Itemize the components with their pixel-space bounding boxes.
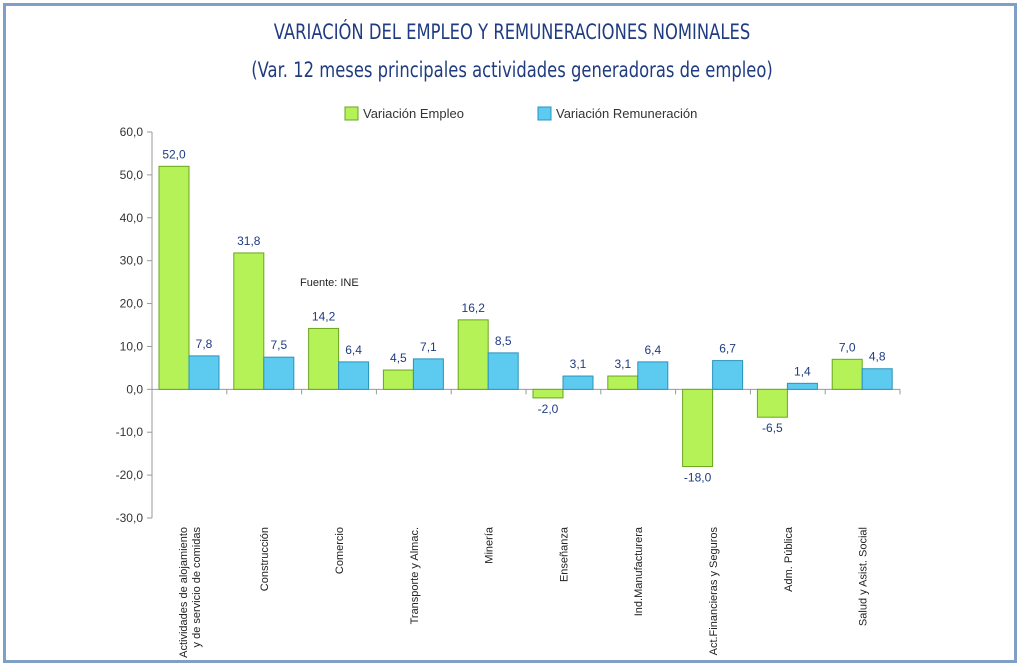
y-tick-label: -10,0: [116, 425, 144, 439]
bar-empleo: [457, 319, 489, 390]
y-axis: 60,0 50,0 40,0 30,0 20,0 10,0 0,0 -10,0 -20,0 -30…: [116, 125, 900, 525]
x-category-label-line: Actividades de alojamiento: [178, 527, 190, 658]
x-category-label: Actividades de alojamiento y de servicio …: [178, 527, 203, 658]
legend-label: Variación Remuneración: [556, 106, 697, 121]
bar-empleo: [382, 369, 414, 390]
data-label: 7,0: [839, 340, 856, 354]
data-label: 16,2: [462, 301, 486, 315]
bar-empleo: [607, 375, 639, 390]
x-category-label-line: Comercio: [334, 527, 346, 574]
data-label: 1,4: [794, 364, 811, 378]
data-label: 52,0: [162, 147, 186, 161]
bar-remuneracion: [637, 361, 669, 390]
bar-remuneracion: [263, 356, 295, 390]
x-category-label: Act.Financieras y Seguros: [708, 527, 720, 656]
bar-empleo: [233, 252, 265, 390]
bar-empleo: [831, 358, 863, 390]
data-label: 8,5: [495, 334, 512, 348]
data-label: 6,4: [644, 343, 661, 357]
x-category-label-line: Adm. Pública: [783, 526, 795, 592]
x-category-label: Ind.Manufacturera: [633, 526, 645, 616]
y-tick-label: 50,0: [120, 168, 144, 182]
x-category-label: Transporte y Almac.: [409, 527, 421, 624]
bars: 52,0 7,8 31,8 7,5 14,2 6,4 4,5 7,1 16,2 8,5 -2,0 3,…: [158, 147, 901, 485]
chart-subtitle: (Var. 12 meses principales actividades g…: [251, 58, 773, 82]
data-label: 31,8: [237, 234, 261, 248]
y-tick-label: 10,0: [120, 339, 144, 353]
x-category-label: Construcción: [259, 527, 271, 591]
chart-title: VARIACIÓN DEL EMPLEO Y REMUNERACIONES NO…: [273, 20, 751, 44]
bar-remuneracion: [487, 352, 519, 390]
bar-empleo: [756, 388, 788, 418]
y-tick-label: 30,0: [120, 254, 144, 268]
data-label: -6,5: [762, 421, 783, 435]
legend-swatch: [537, 106, 552, 121]
data-label: 6,4: [345, 343, 362, 357]
data-label: 7,5: [270, 338, 287, 352]
x-category-label: Comercio: [334, 527, 346, 574]
x-category-label: Adm. Pública: [783, 526, 795, 592]
data-label: 7,8: [196, 337, 213, 351]
bar-remuneracion: [861, 368, 893, 390]
y-tick-label: 0,0: [126, 382, 143, 396]
x-category-label-line: y de servicio de comidas: [191, 527, 203, 648]
y-tick-label: 60,0: [120, 125, 144, 139]
bar-remuneracion: [412, 358, 444, 390]
data-label: 3,1: [614, 357, 631, 371]
legend-label: Variación Empleo: [363, 106, 464, 121]
data-label: 6,7: [719, 342, 736, 356]
bar-empleo: [308, 327, 340, 390]
legend: Variación Empleo Variación Remuneración: [344, 106, 697, 121]
x-axis: Actividades de alojamiento y de servicio …: [178, 526, 870, 658]
x-category-label-line: Transporte y Almac.: [409, 527, 421, 624]
bar-remuneracion: [786, 382, 818, 390]
bar-empleo: [682, 388, 714, 468]
y-tick-label: -30,0: [116, 511, 144, 525]
bar-empleo: [532, 388, 564, 399]
x-category-label-line: Ind.Manufacturera: [633, 526, 645, 616]
x-category-label-line: Construcción: [259, 527, 271, 591]
legend-swatch: [344, 106, 359, 121]
x-category-label: Minería: [484, 526, 496, 564]
x-category-label: Enseñanza: [558, 526, 570, 582]
data-label: -18,0: [684, 471, 712, 485]
bar-remuneracion: [338, 361, 370, 390]
source-note: Fuente: INE: [300, 277, 359, 289]
x-category-label-line: Minería: [484, 526, 496, 564]
y-tick-label: 20,0: [120, 297, 144, 311]
y-tick-label: -20,0: [116, 468, 144, 482]
data-label: 7,1: [420, 340, 437, 354]
x-category-label-line: Salud y Asist. Social: [858, 527, 870, 626]
y-tick-label: 40,0: [120, 211, 144, 225]
data-label: -2,0: [538, 402, 559, 416]
data-label: 4,8: [869, 350, 886, 364]
x-category-label-line: Enseñanza: [558, 526, 570, 582]
data-label: 3,1: [570, 357, 587, 371]
x-category-label: Salud y Asist. Social: [858, 527, 870, 626]
bar-remuneracion: [188, 355, 220, 390]
x-category-label-line: Act.Financieras y Seguros: [708, 527, 720, 656]
bar-empleo: [158, 165, 190, 390]
bar-remuneracion: [562, 375, 594, 390]
data-label: 4,5: [390, 351, 407, 365]
data-label: 14,2: [312, 309, 336, 323]
bar-remuneracion: [712, 360, 744, 390]
